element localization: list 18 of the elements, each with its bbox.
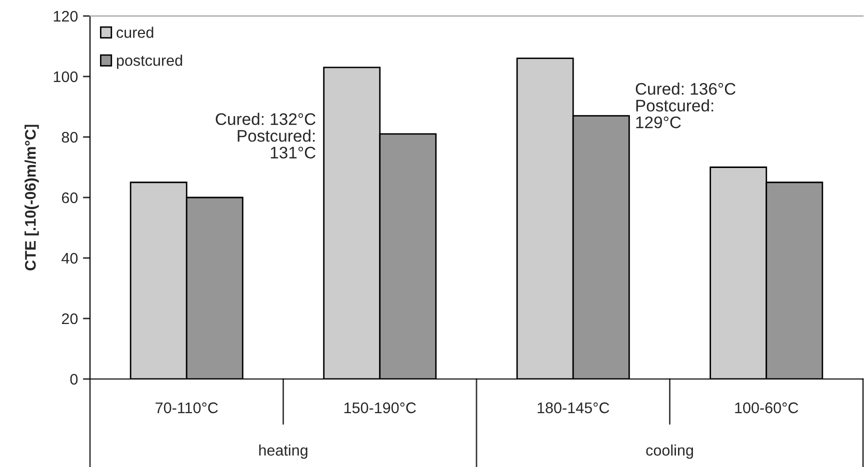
y-tick-label: 40 — [62, 252, 78, 264]
annotation: Cured: 136°C Postcured: 129°C — [636, 82, 736, 128]
x-tick-label: 70-110°C — [156, 402, 218, 414]
legend-label: cured — [116, 26, 154, 38]
y-axis-title: CTE [.10(-06)m/m°C] — [24, 124, 39, 270]
y-tick-label: 120 — [54, 10, 78, 22]
text: cooling — [646, 444, 693, 459]
text: heating — [259, 444, 308, 459]
y-tick-label: 100 — [54, 71, 78, 82]
y-tick-label: 80 — [62, 132, 78, 143]
annotation: Cured: 132°C Postcured: 131°C — [216, 112, 316, 159]
y-tick-label: 20 — [62, 313, 78, 324]
y-tick-label: 0 — [70, 374, 78, 385]
legend-label: postcured — [116, 54, 182, 69]
y-tick-label: 60 — [62, 192, 78, 204]
x-tick-label: 150-190°C — [344, 402, 416, 414]
x-tick-label: 100-60°C — [735, 402, 798, 414]
x-tick-label: 180-145°C — [538, 402, 610, 414]
